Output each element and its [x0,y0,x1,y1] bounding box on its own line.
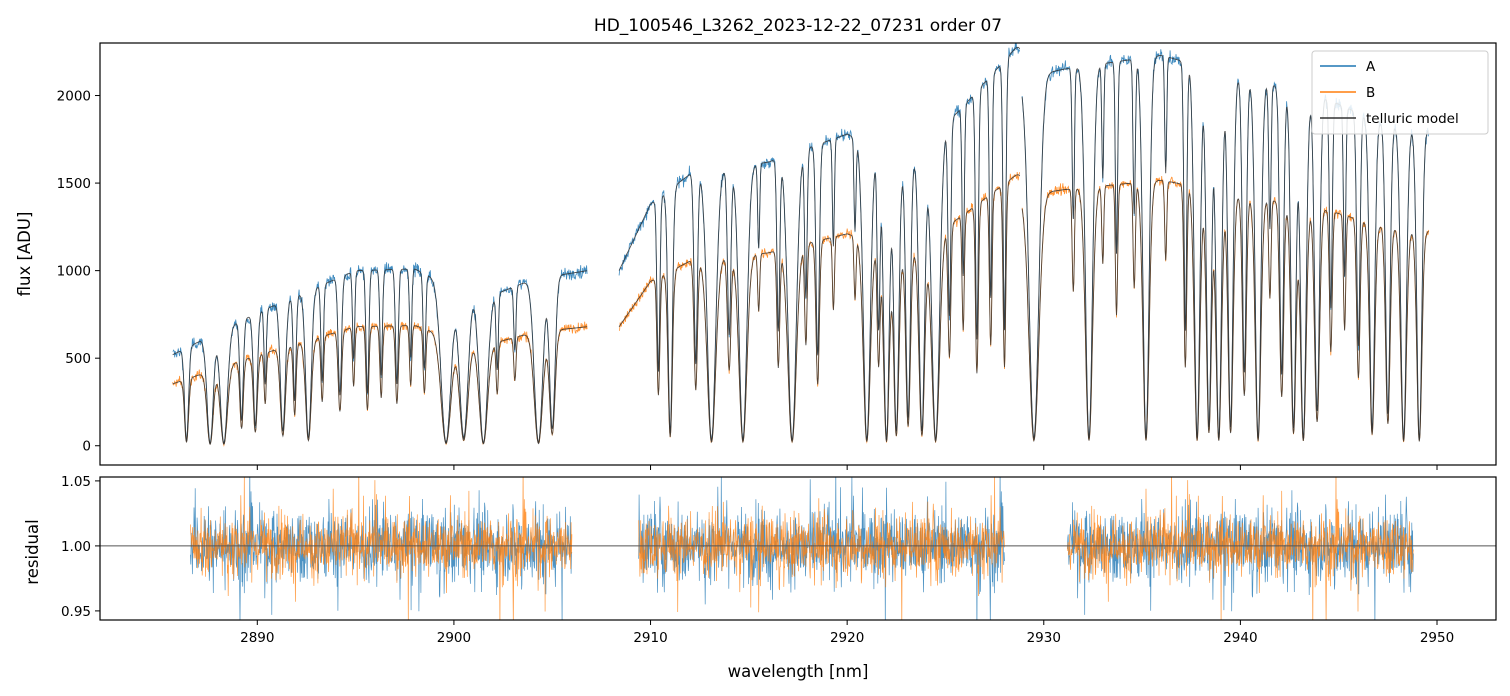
y-tick-label: 2000 [57,89,91,105]
residual-series-b-line [190,477,1414,620]
y-tick-label: 500 [65,351,91,367]
residual-x-ticks: 2890 2900 2910 2920 2930 2940 2950 [240,620,1454,646]
x-axis-label: wavelength [nm] [728,662,869,681]
legend: A B telluric model [1311,50,1489,135]
x-tick-label: 2920 [830,630,864,646]
x-tick-label: 2930 [1027,630,1061,646]
legend-label-telluric-model: telluric model [1366,111,1459,127]
telluric-model-b-line [172,174,1429,446]
residual-y-ticks: 0.95 1.00 1.05 [61,474,100,620]
spectrum-x-ticks [256,465,1438,470]
spectrum-y-axis-label: flux [ADU] [15,212,34,297]
residual-y-tick-label: 1.05 [61,474,91,490]
y-tick-label: 1000 [57,264,91,280]
x-tick-label: 2900 [437,630,471,646]
x-tick-label: 2940 [1223,630,1257,646]
spectrum-axes-frame [99,42,1497,466]
legend-frame [1311,50,1489,135]
telluric-model-a-line [172,46,1429,445]
residual-y-axis-label: residual [23,519,42,584]
residual-y-tick-label: 1.00 [61,539,91,555]
residual-axes-frame [99,476,1497,621]
residual-panel: 0.95 1.00 1.05 2890 2900 2910 2920 2930 2940 295… [23,474,1497,681]
x-tick-label: 2950 [1420,630,1454,646]
spectrum-panel: 0 500 1000 1500 2000 flux [ADU] A B telluric… [15,42,1497,470]
spectrum-series-group [172,43,1430,447]
residual-y-tick-label: 0.95 [61,604,91,620]
y-tick-label: 1500 [57,176,91,192]
legend-label-b: B [1366,85,1375,101]
x-tick-label: 2890 [240,630,274,646]
spectrum-y-ticks: 0 500 1000 1500 2000 [57,89,100,455]
chart-title: HD_100546_L3262_2023-12-22_07231 order 0… [594,16,1002,36]
legend-label-a: A [1366,59,1376,75]
y-tick-label: 0 [82,439,91,455]
residual-series-group [190,477,1414,620]
x-tick-label: 2910 [633,630,667,646]
